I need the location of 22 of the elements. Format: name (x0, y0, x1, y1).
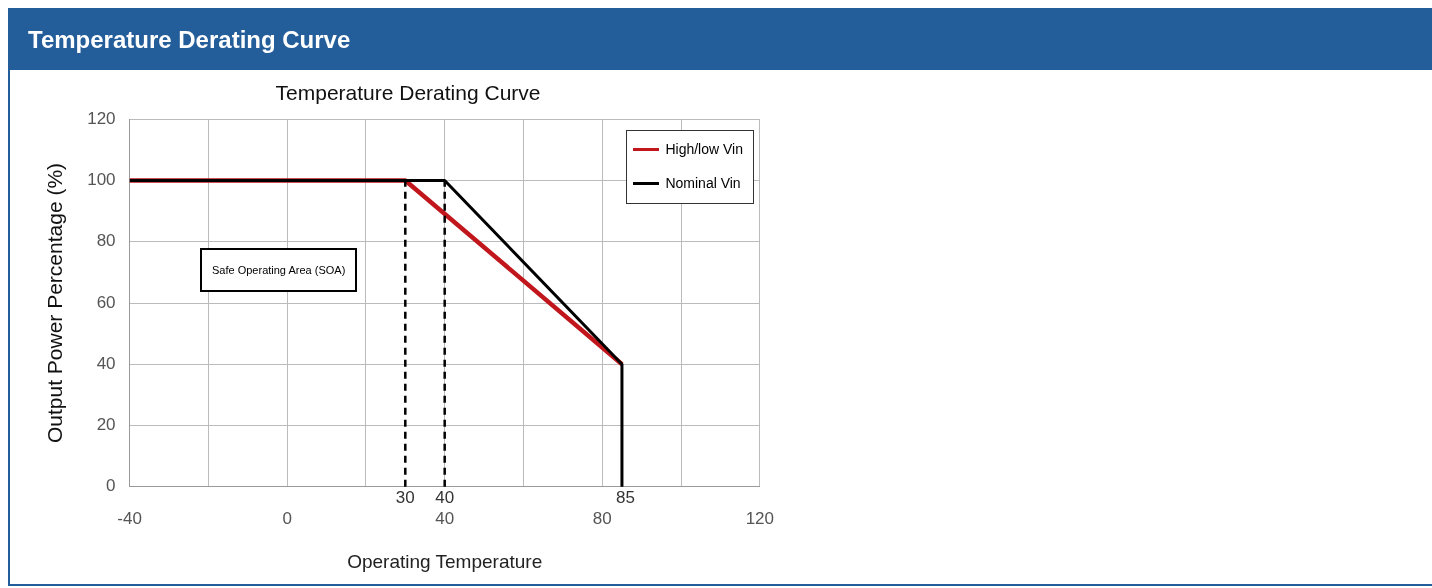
chart-subtitle: Temperature Derating Curve (275, 81, 541, 105)
y-tick-label: 0 (106, 476, 116, 496)
ref-line-label: 30 (395, 487, 415, 507)
y-tick-label: 80 (96, 231, 116, 251)
x-axis-title: Operating Temperature (347, 550, 543, 572)
x-tick-label: -40 (117, 508, 142, 528)
chart-title: Temperature Derating Curve (10, 10, 1432, 70)
legend-label: Nominal Vin (665, 175, 741, 191)
x-tick-label: 120 (745, 508, 775, 528)
annotation: 85 (615, 487, 635, 507)
x-tick-label: 40 (435, 508, 455, 528)
ref-line-label: 40 (435, 487, 455, 507)
note-box: Safe Operating Area (SOA) (200, 248, 358, 292)
y-tick-label: 100 (87, 170, 116, 190)
y-tick-label: 60 (96, 292, 116, 312)
y-tick-label: 20 (96, 415, 116, 435)
y-tick-label: 120 (87, 108, 116, 128)
x-tick-label: 80 (592, 508, 612, 528)
legend-label: High/low Vin (665, 141, 743, 157)
y-axis-title: Output Power Percentage (%) (43, 162, 67, 444)
x-tick-label: 0 (282, 508, 292, 528)
y-tick-label: 40 (96, 353, 116, 373)
